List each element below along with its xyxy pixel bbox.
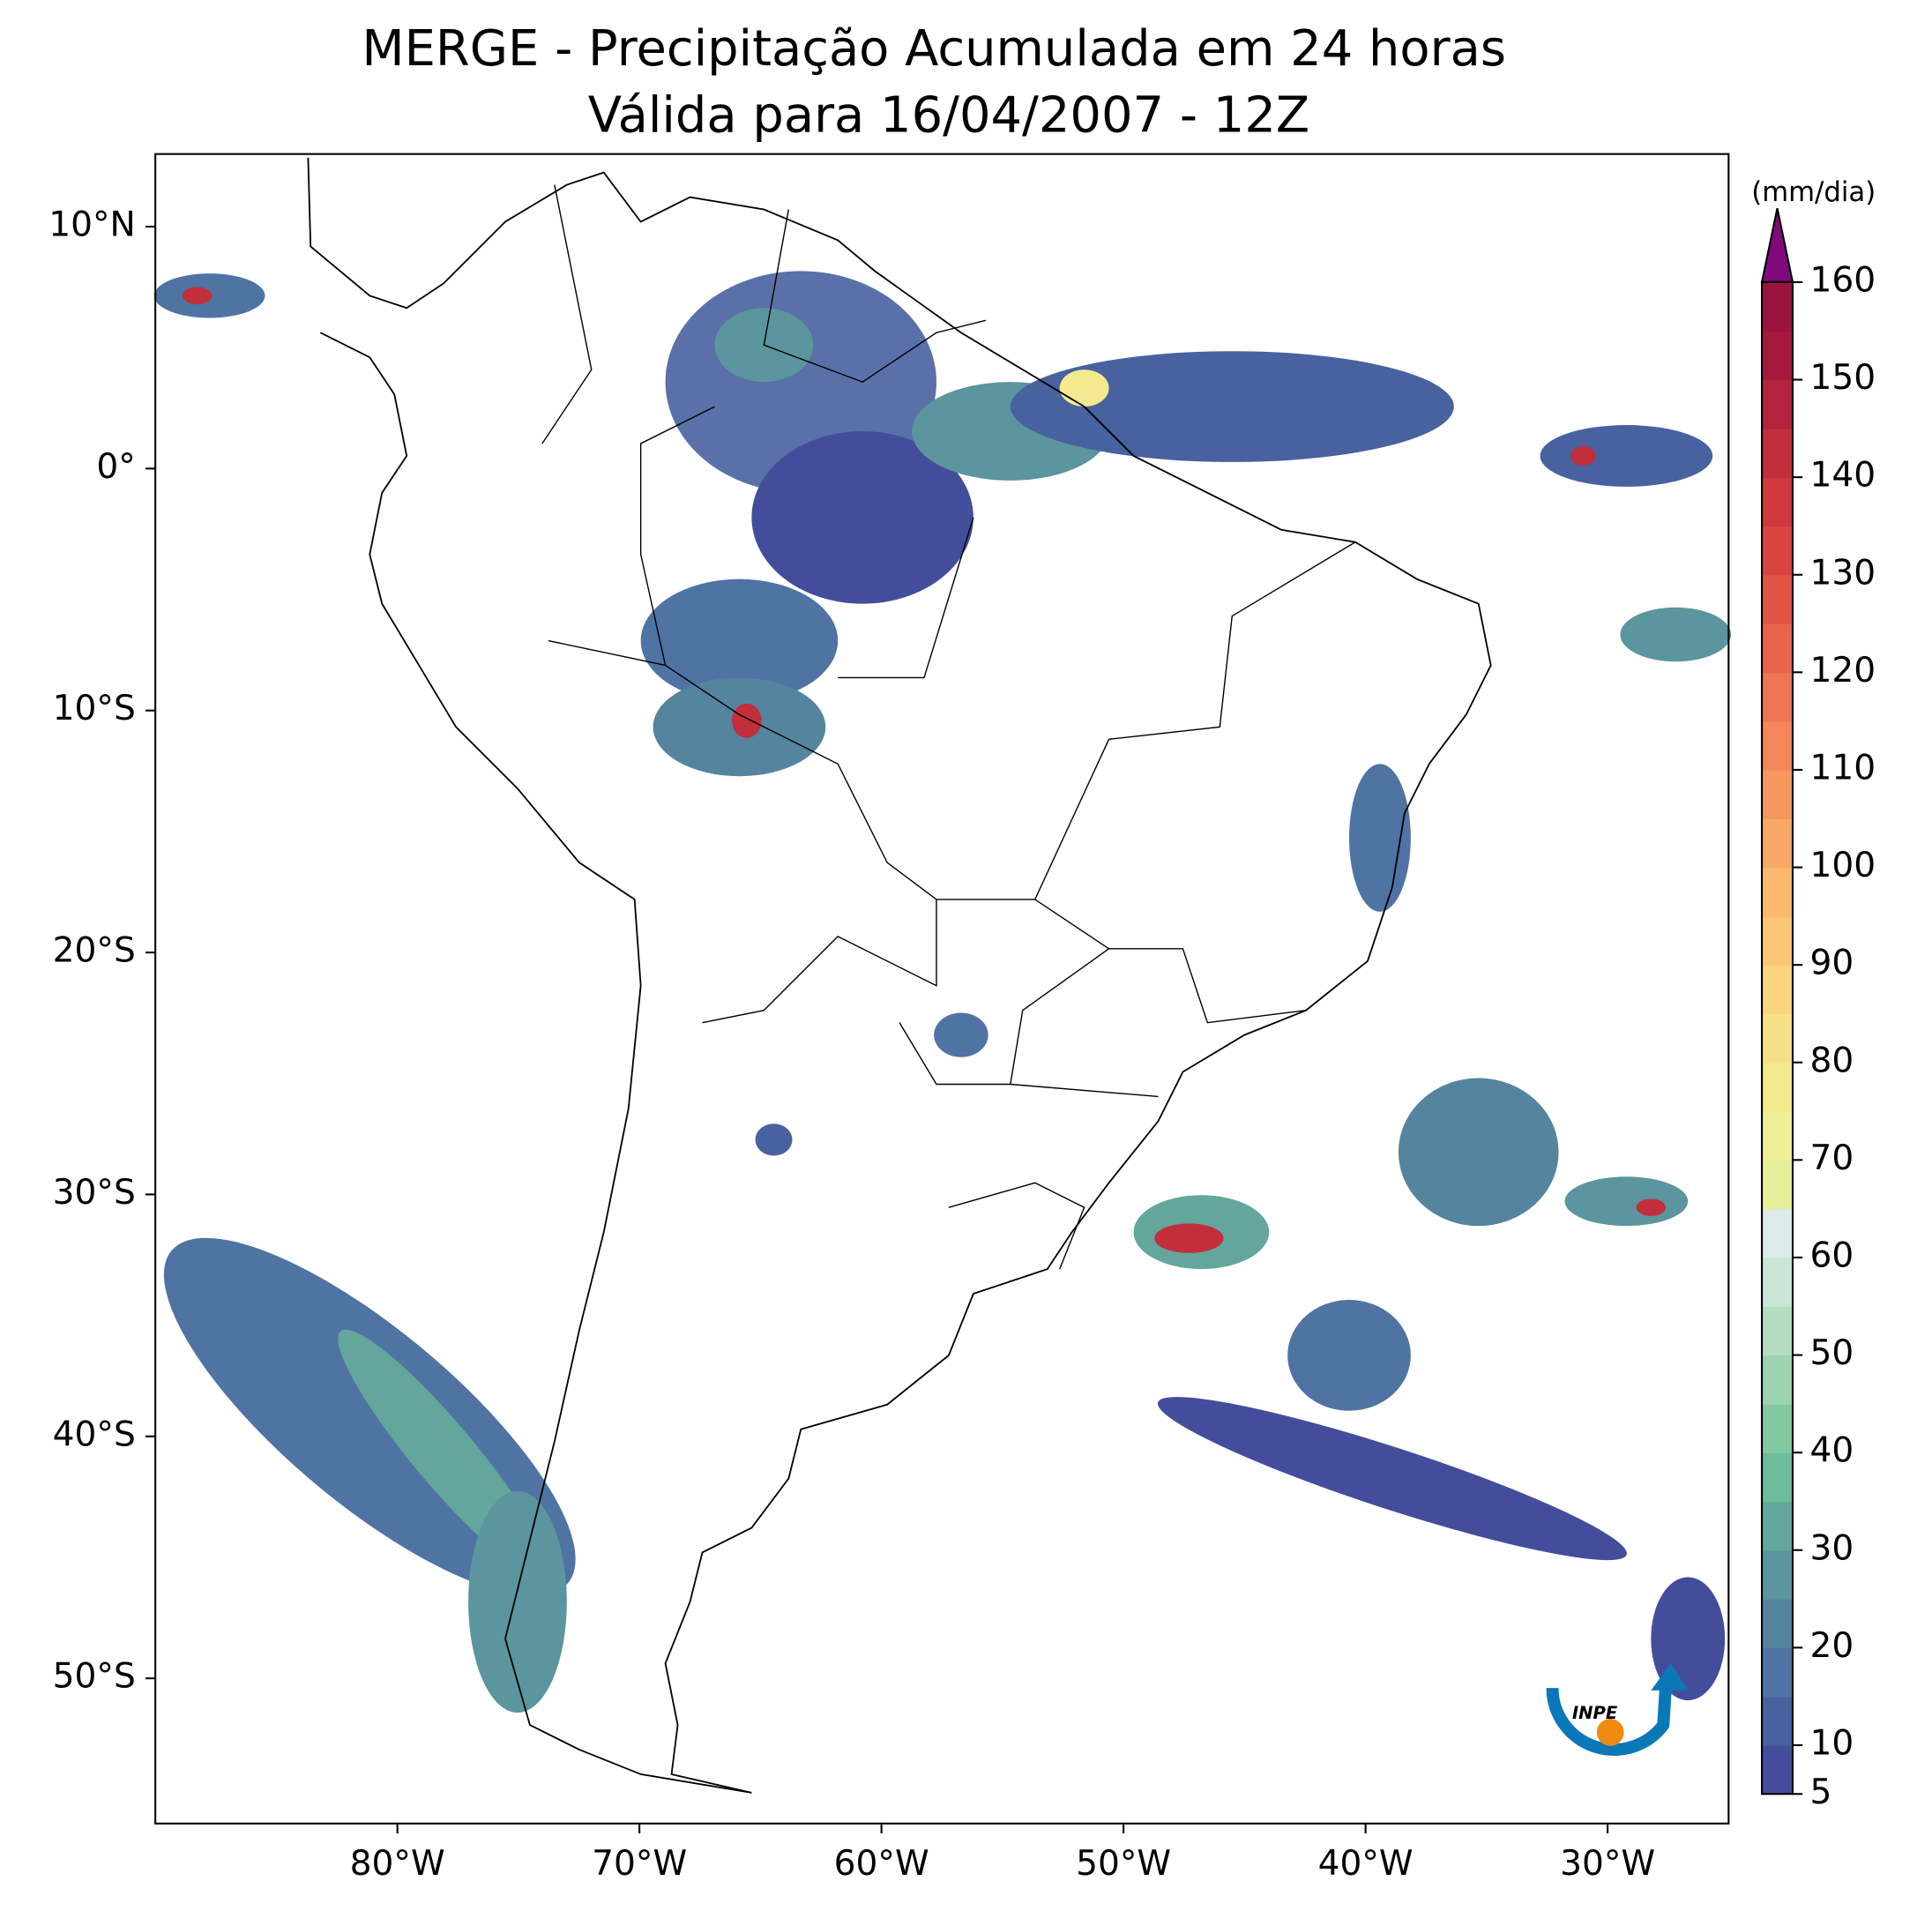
colorbar-tick-label: 90 [1810,944,1854,983]
colorbar-bin [1762,1208,1793,1258]
precipitation-field [153,271,1732,1713]
y-tick-label: 50°S [53,1657,136,1697]
colorbar-tick-label: 150 [1810,358,1876,398]
map-frame [154,153,1730,1825]
y-tick-label: 10°N [48,205,136,244]
colorbar-bin [1762,818,1793,869]
colorbar-bin [1762,1599,1793,1649]
x-tick-label: 60°W [834,1844,929,1884]
colorbar-bin [1762,1160,1793,1210]
colorbar-tick-label: 140 [1810,456,1876,496]
colorbar-bin [1762,1501,1793,1551]
inpe-logo: INPE [1546,1663,1689,1756]
colorbar-bin [1762,623,1793,674]
x-tick-label: 50°W [1076,1844,1171,1884]
x-tick-label: 30°W [1560,1844,1655,1884]
title: MERGE - Precipitação Acumulada em 24 hor… [362,20,1506,78]
colorbar-bin [1762,915,1793,966]
colorbar-bin [1762,1403,1793,1453]
colorbar-tick-label: 40 [1810,1431,1854,1471]
colorbar-bin [1762,720,1793,771]
colorbar-label: (mm/dia) [1751,176,1876,208]
colorbar-bin [1762,574,1793,624]
colorbar-tick-label: 20 [1810,1626,1854,1666]
y-tick-label: 40°S [53,1415,136,1454]
colorbar-bin [1762,526,1793,576]
x-tick-label: 70°W [592,1844,687,1884]
colorbar-bin [1762,1111,1793,1161]
colorbar-tick-label: 160 [1810,260,1876,300]
colorbar-tick-label: 70 [1810,1138,1854,1178]
colorbar-bin [1762,1306,1793,1356]
subtitle: Válida para 16/04/2007 - 12Z [588,86,1309,144]
colorbar-bin [1762,477,1793,527]
x-tick-label: 80°W [350,1844,445,1884]
colorbar-bin [1762,1257,1793,1307]
colorbar-bin [1762,965,1793,1015]
colorbar-tick-label: 110 [1810,748,1876,788]
colorbar-tick-label: 100 [1810,846,1876,885]
colorbar-tick-label: 5 [1810,1773,1832,1812]
y-tick-label: 20°S [53,931,136,971]
colorbar-bin [1762,331,1793,381]
colorbar-bin [1762,1062,1793,1112]
colorbar-extend [1760,207,1794,283]
colorbar-tick-label: 60 [1810,1235,1854,1275]
colorbar-bin [1762,1647,1793,1698]
colorbar-bin [1762,281,1793,332]
colorbar-tick-label: 130 [1810,553,1876,593]
colorbar-bin [1762,1744,1793,1795]
colorbar-tick-label: 30 [1810,1528,1854,1568]
colorbar-tick-label: 10 [1810,1723,1854,1763]
colorbar-bin [1762,1355,1793,1405]
colorbar-bin [1762,769,1793,819]
coastline [307,157,1492,1794]
colorbar-bin [1762,428,1793,478]
colorbar-tick-label: 80 [1810,1041,1854,1080]
colorbar-tick-label: 120 [1810,651,1876,690]
y-tick-label: 0° [96,447,135,487]
colorbar-bin [1762,1549,1793,1600]
colorbar-frame [1761,280,1794,1795]
colorbar-bin [1762,1013,1793,1064]
y-tick-label: 30°S [53,1173,136,1213]
colorbar-bin [1762,867,1793,917]
colorbar-bin [1762,672,1793,722]
colorbar-bin [1762,379,1793,429]
colorbar-bin [1762,1452,1793,1503]
y-tick-label: 10°S [53,689,136,728]
logo-text: INPE [1572,1703,1618,1723]
colorbar-tick-label: 50 [1810,1333,1854,1373]
x-tick-label: 40°W [1318,1844,1414,1884]
colorbar-bin [1762,1696,1793,1746]
